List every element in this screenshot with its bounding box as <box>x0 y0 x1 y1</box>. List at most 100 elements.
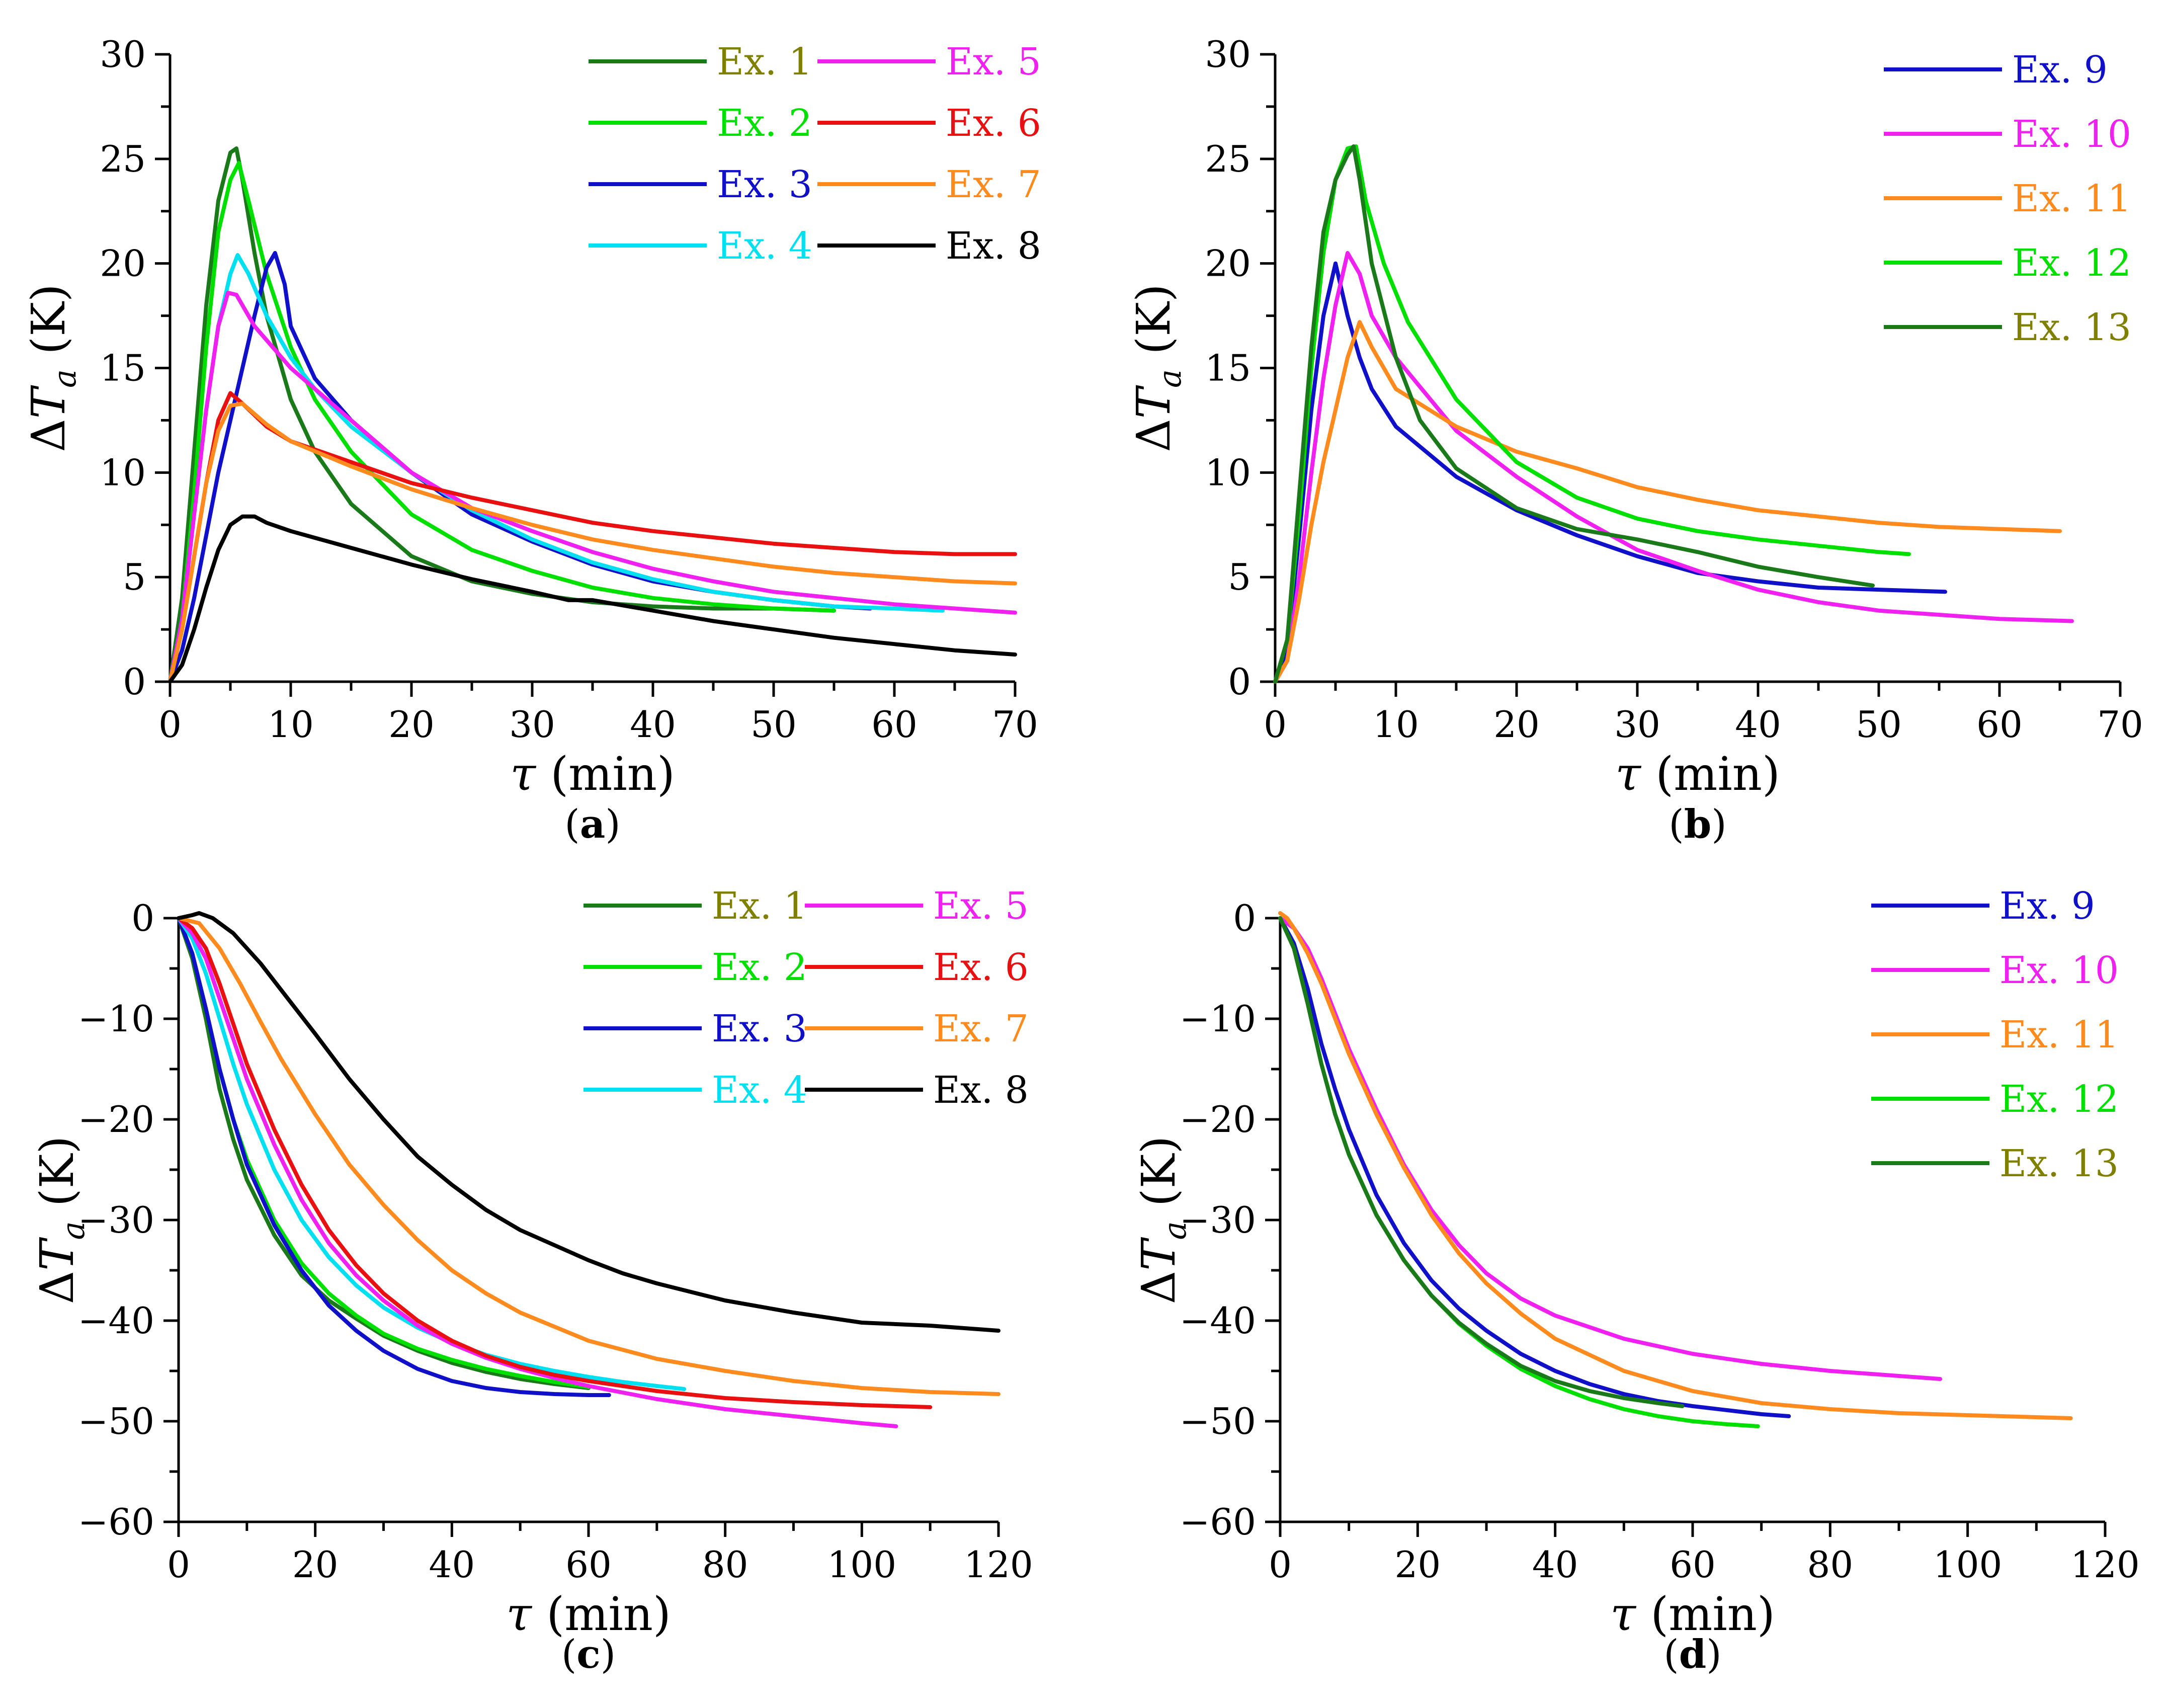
x-tick-label: 40 <box>1735 703 1781 746</box>
legend-entry: Ex. 9 <box>1871 884 2095 928</box>
legend-label: Ex. 10 <box>1999 949 2119 992</box>
x-tick-label: 40 <box>429 1543 475 1586</box>
legend-entry: Ex. 4 <box>589 224 812 268</box>
legend-entry: Ex. 1 <box>583 884 807 928</box>
x-tick-label: 0 <box>1264 703 1287 746</box>
legend-label: Ex. 9 <box>1999 884 2095 928</box>
y-tick-label: 0 <box>1228 661 1251 703</box>
x-tick-label: 80 <box>1807 1543 1854 1586</box>
x-tick-label: 100 <box>827 1543 896 1586</box>
legend-label: Ex. 4 <box>712 1069 807 1112</box>
x-axis-label: τ (min) <box>1615 747 1780 801</box>
x-tick-label: 50 <box>751 703 797 746</box>
legend-entry: Ex. 6 <box>817 102 1041 145</box>
series-line-ex-12 <box>1278 916 1760 1428</box>
series-line-ex-10 <box>1273 251 2074 684</box>
series-line-ex-11 <box>1278 911 2073 1420</box>
series-line-ex-6 <box>177 916 933 1409</box>
x-tick-label: 40 <box>1532 1543 1578 1586</box>
panel-label: (d) <box>1663 1632 1721 1677</box>
x-tick-label: 10 <box>268 703 314 746</box>
y-tick-label: 10 <box>100 451 146 494</box>
x-tick-label: 60 <box>1670 1543 1716 1586</box>
y-tick-label: 5 <box>1228 556 1251 598</box>
y-axis-label: ΔTa (K) <box>1132 1136 1193 1305</box>
x-tick-label: 20 <box>388 703 435 746</box>
legend-entry: Ex. 7 <box>805 1007 1029 1050</box>
x-tick-label: 0 <box>158 703 182 746</box>
x-tick-label: 40 <box>630 703 676 746</box>
legend-label: Ex. 1 <box>712 884 807 928</box>
series-line-ex-5 <box>168 290 1017 684</box>
series-line-ex-3 <box>177 916 611 1397</box>
legend-entry: Ex. 10 <box>1871 949 2119 992</box>
panel-d: 0 20 40 60 80 100 120 0 −10 −20 −30 −40 −50 −60 τ (min… <box>1132 884 2140 1677</box>
series-line-ex-11 <box>1273 320 2062 684</box>
x-tick-label: 0 <box>1269 1543 1292 1586</box>
legend-label: Ex. 3 <box>717 163 812 206</box>
legend-label: Ex. 6 <box>933 946 1029 989</box>
y-tick-label: −50 <box>78 1400 154 1442</box>
x-tick-label: 20 <box>292 1543 339 1586</box>
series-line-ex-8 <box>168 514 1017 684</box>
x-tick-label: 0 <box>167 1543 190 1586</box>
legend-label: Ex. 5 <box>946 40 1041 84</box>
series-line-ex-1 <box>168 146 836 684</box>
y-tick-label: −20 <box>1180 1098 1256 1141</box>
legend-entry: Ex. 7 <box>817 163 1041 206</box>
y-tick-label: 20 <box>1205 242 1251 285</box>
y-tick-label: −30 <box>1180 1199 1256 1241</box>
legend-entry: Ex. 8 <box>817 224 1041 268</box>
legend-entry: Ex. 10 <box>1884 113 2131 156</box>
legend-label: Ex. 7 <box>933 1007 1029 1050</box>
x-tick-label: 120 <box>2070 1543 2139 1586</box>
legend-entry: Ex. 3 <box>589 163 812 206</box>
legend-label: Ex. 12 <box>1999 1078 2119 1121</box>
legend-entry: Ex. 3 <box>583 1007 807 1050</box>
y-tick-label: 10 <box>1205 451 1251 494</box>
x-tick-label: 100 <box>1933 1543 2002 1586</box>
x-tick-label: 30 <box>1614 703 1660 746</box>
y-tick-label: 20 <box>100 242 146 285</box>
x-axis-label: τ (min) <box>1610 1587 1775 1641</box>
x-tick-label: 70 <box>2097 703 2143 746</box>
series-line-ex-9 <box>1273 261 1947 684</box>
legend-entry: Ex. 8 <box>805 1069 1029 1112</box>
y-tick-label: −60 <box>1180 1501 1256 1543</box>
series-line-ex-10 <box>1278 916 1942 1381</box>
series-line-ex-3 <box>168 251 872 684</box>
legend-label: Ex. 10 <box>2012 113 2131 156</box>
legend-label: Ex. 2 <box>712 946 807 989</box>
legend-label: Ex. 1 <box>717 40 812 84</box>
x-axis-label: τ (min) <box>510 747 675 801</box>
x-tick-label: 60 <box>871 703 918 746</box>
y-tick-label: 30 <box>1205 33 1251 75</box>
x-tick-label: 60 <box>1976 703 2023 746</box>
legend-label: Ex. 9 <box>2012 48 2108 92</box>
y-tick-label: 25 <box>100 138 146 180</box>
series-line-ex-9 <box>1278 916 1791 1418</box>
y-axis-label: ΔTa (K) <box>1127 284 1188 452</box>
series-line-ex-4 <box>168 253 945 684</box>
legend-label: Ex. 5 <box>933 884 1029 928</box>
legend-label: Ex. 6 <box>946 102 1041 145</box>
legend-entry: Ex. 4 <box>583 1069 807 1112</box>
legend-entry: Ex. 9 <box>1884 48 2108 92</box>
y-tick-label: 15 <box>100 347 146 389</box>
y-tick-label: −30 <box>78 1199 154 1241</box>
x-tick-label: 60 <box>565 1543 612 1586</box>
legend-entry: Ex. 13 <box>1884 306 2131 349</box>
legend-entry: Ex. 5 <box>805 884 1029 928</box>
y-tick-label: 0 <box>1233 897 1256 939</box>
legend-entry: Ex. 11 <box>1871 1013 2119 1056</box>
legend-label: Ex. 12 <box>2012 241 2131 285</box>
legend-label: Ex. 13 <box>2012 306 2131 349</box>
legend-label: Ex. 4 <box>717 224 812 268</box>
x-tick-label: 50 <box>1856 703 1902 746</box>
series-line-ex-13 <box>1278 916 1685 1408</box>
y-tick-label: −60 <box>78 1501 154 1543</box>
y-tick-label: −40 <box>1180 1299 1256 1342</box>
